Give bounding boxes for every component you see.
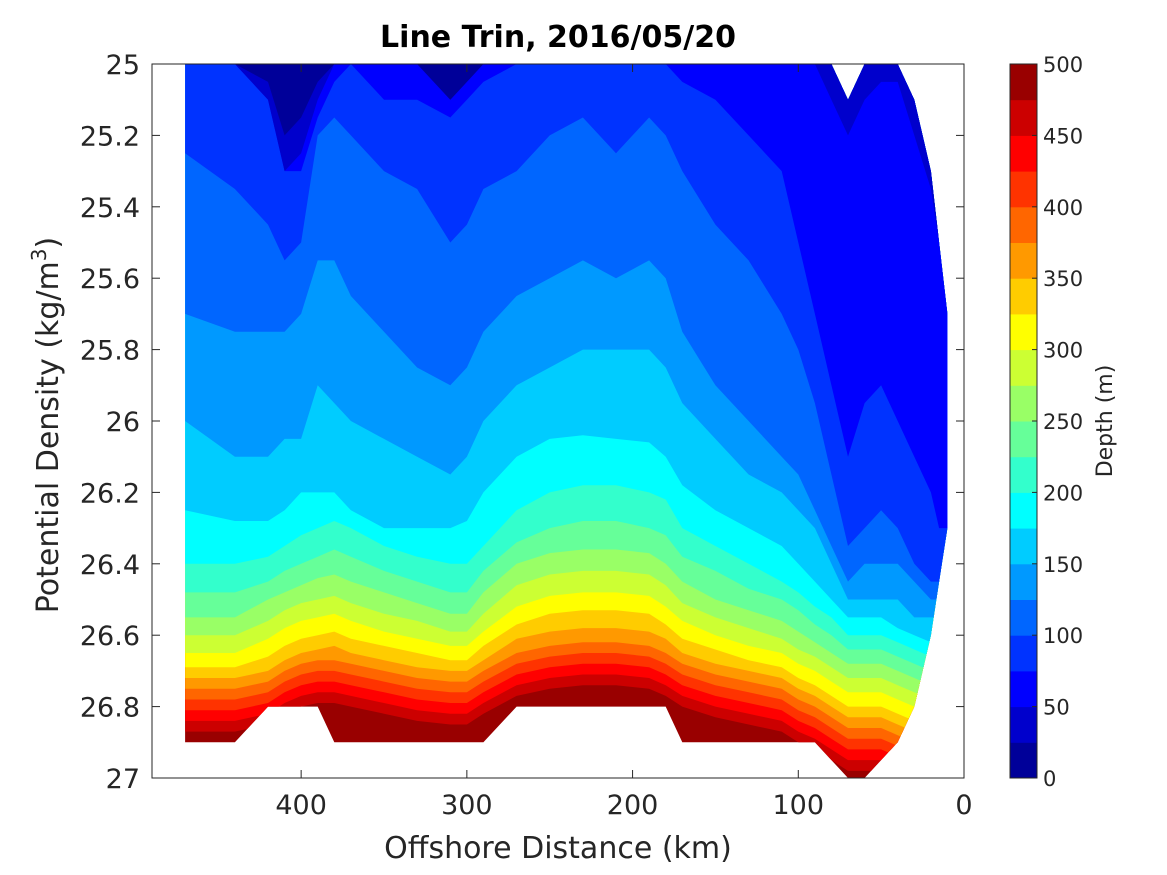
y-tick-label: 26.8 <box>80 693 140 724</box>
y-tick-label: 26 <box>106 407 140 438</box>
y-axis-label-main: Potential Density (kg/m <box>31 261 66 613</box>
colorbar-tick-label: 450 <box>1043 124 1083 148</box>
y-tick-label: 26.2 <box>80 478 140 509</box>
colorbar-tick-label: 400 <box>1043 196 1083 220</box>
colorbar-tick-label: 150 <box>1043 553 1083 577</box>
x-axis-label: Offshore Distance (km) <box>384 831 732 866</box>
colorbar-segment <box>1010 135 1037 171</box>
colorbar-tick-label: 250 <box>1043 410 1083 434</box>
y-axis-label-sup: 3 <box>27 248 51 261</box>
colorbar-ticks: 0 50 100 150 200 250 300 350 400 450 500 <box>1032 53 1083 791</box>
colorbar-segment <box>1010 385 1037 421</box>
colorbar-segment <box>1010 171 1037 207</box>
colorbar-tick-label: 0 <box>1043 767 1056 791</box>
y-tick-label: 25.4 <box>80 193 140 224</box>
colorbar-tick-label: 50 <box>1043 696 1070 720</box>
x-tick-label: 0 <box>955 790 972 821</box>
colorbar-segment <box>1010 278 1037 314</box>
y-tick-label: 25.6 <box>80 264 140 295</box>
y-tick-label: 26.6 <box>80 621 140 652</box>
y-tick-label: 26.4 <box>80 550 140 581</box>
y-axis-label: Potential Density (kg/m3) <box>27 237 66 613</box>
colorbar-segment <box>1010 600 1037 636</box>
colorbar-segment <box>1010 350 1037 386</box>
y-tick-label: 25.2 <box>80 121 140 152</box>
colorbar-segment <box>1010 635 1037 671</box>
colorbar-segment <box>1010 314 1037 350</box>
x-tick-label: 100 <box>773 790 825 821</box>
x-tick-label: 400 <box>275 790 327 821</box>
colorbar-segment <box>1010 564 1037 600</box>
colorbar-tick-label: 200 <box>1043 481 1083 505</box>
y-axis-label-tail: ) <box>31 237 66 249</box>
colorbar-tick-label: 500 <box>1043 53 1083 77</box>
colorbar-segment <box>1010 528 1037 564</box>
colorbar-segment <box>1010 243 1037 279</box>
chart-title: Line Trin, 2016/05/20 <box>380 20 736 55</box>
colorbar-segment <box>1010 64 1037 100</box>
colorbar-tick-label: 100 <box>1043 624 1083 648</box>
colorbar-segment <box>1010 421 1037 457</box>
contour-band-group <box>152 64 964 778</box>
colorbar-segment <box>1010 707 1037 743</box>
y-tick-label: 25.8 <box>80 336 140 367</box>
colorbar-tick-label: 350 <box>1043 267 1083 291</box>
colorbar-segment <box>1010 492 1037 528</box>
y-tick-label: 27 <box>106 764 140 795</box>
contour-bands <box>152 64 964 778</box>
y-tick-label: 25 <box>106 50 140 81</box>
x-tick-label: 200 <box>607 790 659 821</box>
colorbar-label: Depth (m) <box>1093 365 1118 478</box>
colorbar-segment <box>1010 100 1037 136</box>
colorbar-segment <box>1010 207 1037 243</box>
x-tick-label: 300 <box>441 790 493 821</box>
colorbar-tick-label: 300 <box>1043 339 1083 363</box>
colorbar-segment <box>1010 671 1037 707</box>
colorbar-segment <box>1010 742 1037 778</box>
colorbar-segment <box>1010 457 1037 493</box>
